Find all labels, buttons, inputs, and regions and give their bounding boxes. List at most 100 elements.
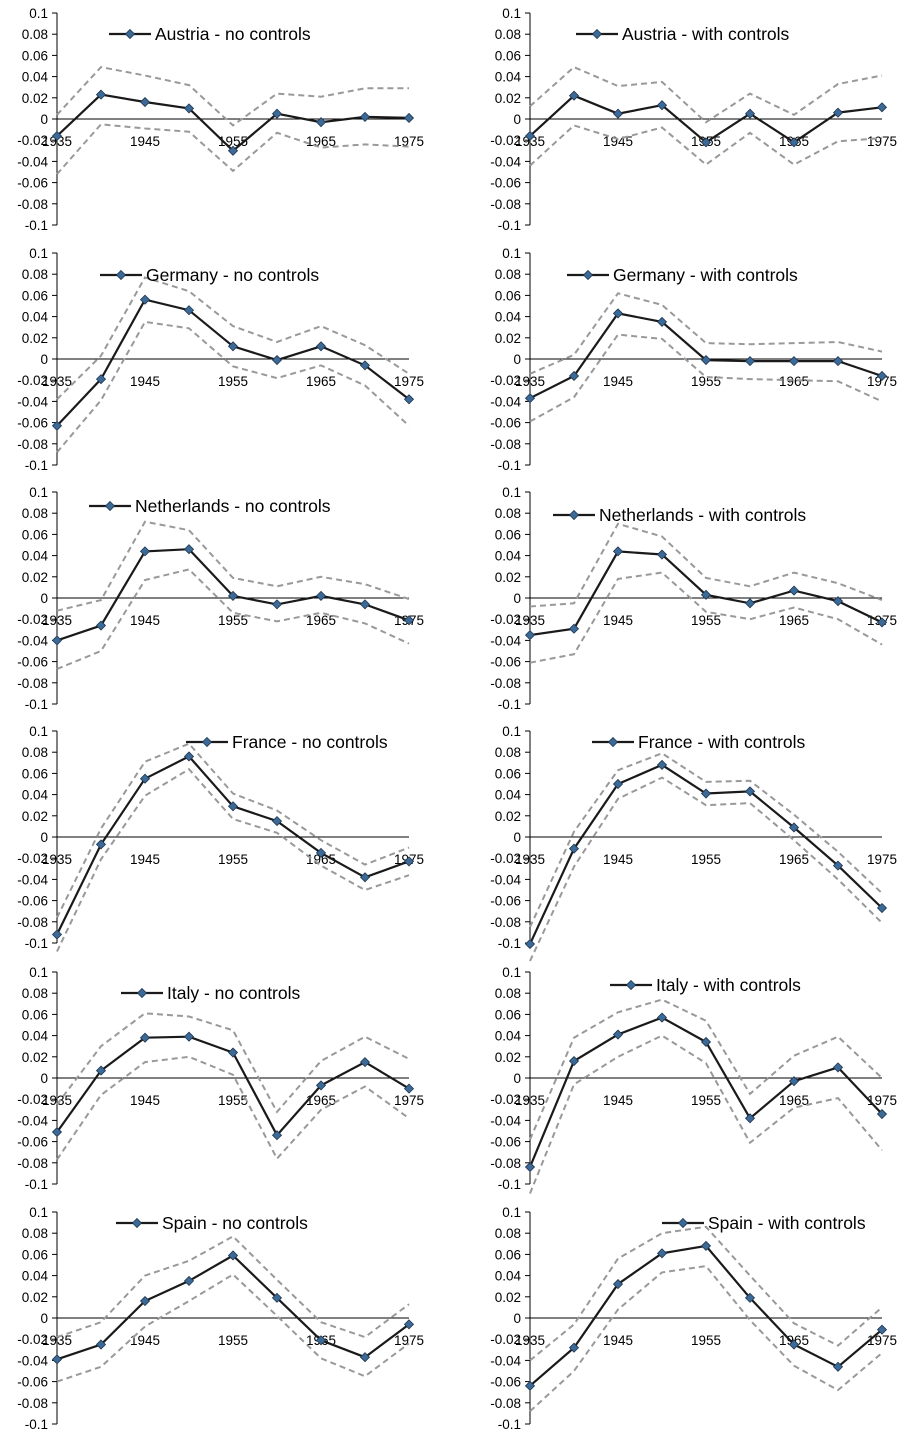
data-point-marker bbox=[524, 630, 536, 641]
data-point-marker bbox=[315, 1080, 327, 1091]
y-tick-label: 0.04 bbox=[22, 310, 49, 325]
y-tick-label: -0.04 bbox=[17, 633, 48, 648]
x-tick-label: 1935 bbox=[515, 852, 545, 867]
chart-panel-9: 0.1 0.08 0.06 0.04 0.02 0 -0.02 -0.04 -0.06 -0.08… bbox=[490, 965, 897, 1194]
x-tick-label: 1935 bbox=[515, 1333, 545, 1348]
y-tick-label: -0.02 bbox=[17, 373, 48, 388]
y-tick-label: 0.1 bbox=[29, 965, 48, 980]
data-point-marker bbox=[832, 1062, 844, 1073]
x-tick-label: 1935 bbox=[42, 852, 72, 867]
y-tick-label: 0.02 bbox=[495, 331, 521, 346]
y-tick-label: 0.04 bbox=[495, 70, 522, 85]
y-tick-label: -0.06 bbox=[490, 1135, 521, 1150]
legend-marker bbox=[136, 987, 148, 999]
upper-bound-line bbox=[529, 998, 883, 1140]
data-point-marker bbox=[51, 929, 63, 940]
data-point-marker bbox=[788, 356, 800, 367]
x-tick-label: 1955 bbox=[218, 613, 248, 628]
chart-panel-11: 0.1 0.08 0.06 0.04 0.02 0 -0.02 -0.04 -0.06 -0.08… bbox=[490, 1205, 897, 1432]
y-tick-label: 0.08 bbox=[495, 267, 521, 282]
data-point-marker bbox=[139, 773, 151, 784]
y-tick-label: 0.08 bbox=[22, 745, 48, 760]
data-point-marker bbox=[271, 816, 283, 827]
y-tick-label: 0.06 bbox=[22, 766, 48, 781]
y-tick-label: 0 bbox=[40, 1071, 48, 1086]
x-tick-label: 1975 bbox=[867, 374, 897, 389]
data-point-marker bbox=[183, 1031, 195, 1042]
y-tick-label: 0.04 bbox=[22, 70, 49, 85]
data-point-marker bbox=[315, 341, 327, 352]
x-tick-label: 1945 bbox=[603, 613, 633, 628]
y-tick-label: 0.08 bbox=[495, 745, 521, 760]
y-tick-label: 0.08 bbox=[22, 506, 48, 521]
y-tick-label: -0.1 bbox=[498, 697, 521, 712]
y-tick-label: -0.1 bbox=[25, 697, 48, 712]
x-tick-label: 1955 bbox=[691, 1093, 721, 1108]
y-tick-label: -0.1 bbox=[498, 1177, 521, 1192]
data-point-marker bbox=[359, 111, 371, 122]
y-tick-label: -0.04 bbox=[17, 154, 48, 169]
y-tick-label: 0.1 bbox=[502, 965, 521, 980]
lower-bound-line bbox=[529, 776, 883, 962]
y-tick-label: 0.08 bbox=[495, 986, 521, 1001]
y-tick-label: 0.06 bbox=[495, 288, 521, 303]
y-tick-label: 0.02 bbox=[22, 570, 48, 585]
data-point-marker bbox=[51, 1354, 63, 1365]
upper-bound-line bbox=[56, 1012, 410, 1114]
data-point-marker bbox=[359, 872, 371, 883]
y-tick-label: 0 bbox=[513, 830, 521, 845]
x-tick-label: 1945 bbox=[603, 374, 633, 389]
legend-marker bbox=[607, 736, 619, 748]
y-tick-label: -0.08 bbox=[490, 915, 521, 930]
x-tick-label: 1935 bbox=[42, 134, 72, 149]
x-tick-label: 1935 bbox=[515, 1093, 545, 1108]
legend-label: Spain - no controls bbox=[162, 1213, 308, 1233]
x-tick-label: 1975 bbox=[394, 374, 424, 389]
y-tick-label: 0.1 bbox=[502, 485, 521, 500]
y-tick-label: 0.04 bbox=[22, 549, 49, 564]
data-point-marker bbox=[568, 1342, 580, 1353]
y-tick-label: -0.06 bbox=[490, 655, 521, 670]
lower-bound-line bbox=[529, 1034, 883, 1194]
legend-marker bbox=[568, 509, 580, 521]
data-point-marker bbox=[227, 145, 239, 156]
data-point-marker bbox=[359, 599, 371, 610]
data-point-marker bbox=[876, 102, 888, 113]
y-tick-label: -0.08 bbox=[17, 676, 48, 691]
x-tick-label: 1955 bbox=[218, 374, 248, 389]
x-tick-label: 1955 bbox=[691, 1333, 721, 1348]
y-tick-label: 0.1 bbox=[502, 246, 521, 261]
y-tick-label: -0.1 bbox=[25, 458, 48, 473]
data-point-marker bbox=[744, 1292, 756, 1303]
data-point-marker bbox=[227, 801, 239, 812]
upper-bound-line bbox=[56, 66, 409, 127]
data-point-marker bbox=[139, 96, 151, 108]
data-point-marker bbox=[227, 590, 239, 601]
legend-label: Italy - no controls bbox=[167, 983, 300, 1003]
data-point-marker bbox=[612, 108, 624, 119]
x-tick-label: 1965 bbox=[779, 1093, 809, 1108]
data-point-marker bbox=[271, 354, 283, 366]
data-point-marker bbox=[656, 100, 668, 111]
y-tick-label: 0.08 bbox=[22, 1226, 48, 1241]
legend-marker bbox=[625, 979, 637, 991]
y-tick-label: -0.04 bbox=[490, 872, 521, 887]
y-tick-label: 0.02 bbox=[22, 1290, 48, 1305]
upper-bound-line bbox=[56, 520, 410, 612]
legend-marker bbox=[124, 28, 136, 40]
data-point-marker bbox=[227, 1250, 239, 1261]
data-point-marker bbox=[832, 356, 844, 367]
y-tick-label: -0.04 bbox=[17, 1113, 48, 1128]
lower-bound-line bbox=[56, 767, 410, 952]
y-tick-label: 0.06 bbox=[22, 1007, 48, 1022]
data-point-marker bbox=[315, 1335, 327, 1346]
y-tick-label: -0.08 bbox=[490, 437, 521, 452]
data-point-marker bbox=[524, 393, 536, 404]
lower-bound-line bbox=[56, 568, 410, 670]
y-tick-label: 0.02 bbox=[495, 570, 521, 585]
y-tick-label: -0.1 bbox=[498, 936, 521, 951]
data-point-marker bbox=[95, 1065, 107, 1076]
x-tick-label: 1945 bbox=[603, 1093, 633, 1108]
y-tick-label: -0.02 bbox=[17, 1092, 48, 1107]
y-tick-label: -0.06 bbox=[17, 176, 48, 191]
